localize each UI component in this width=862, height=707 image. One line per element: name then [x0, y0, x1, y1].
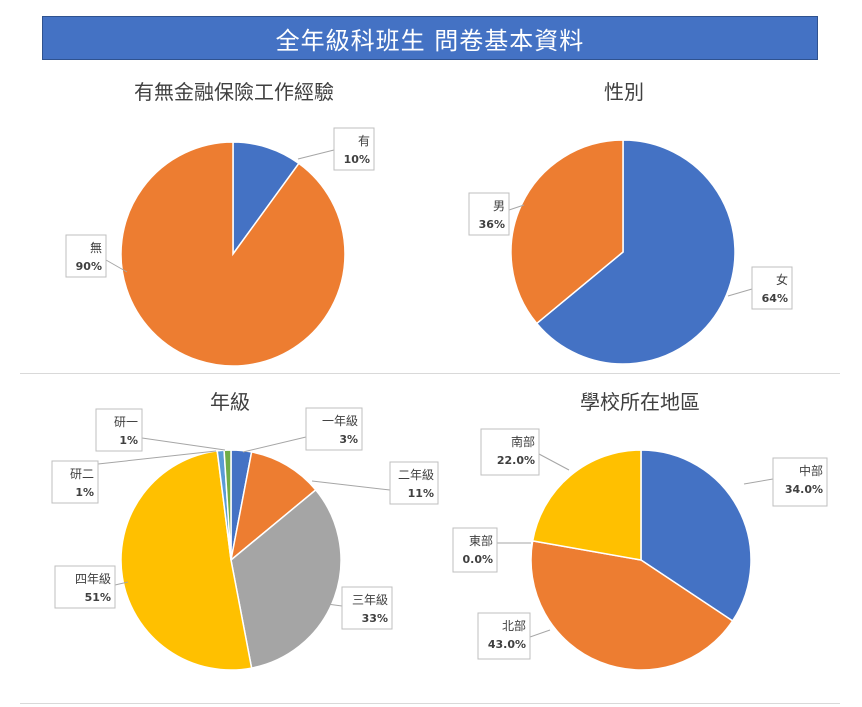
label-box — [341, 586, 393, 630]
label-value: 0.0% — [462, 553, 493, 566]
pie-slice-北部 — [530, 540, 734, 671]
label-value: 33% — [362, 612, 388, 625]
label-category: 四年級 — [75, 572, 111, 586]
chart-title-experience: 有無金融保險工作經驗 — [134, 80, 334, 104]
label-box — [333, 127, 375, 171]
label-category: 三年級 — [352, 593, 388, 607]
chart-title-gender: 性別 — [604, 80, 644, 104]
pie-chart-0 — [120, 141, 346, 367]
data-label-南部: 南部 22.0% — [480, 428, 570, 476]
label-value: 90% — [76, 260, 102, 273]
data-label-研二: 研二 1% — [51, 450, 217, 504]
label-box — [389, 461, 439, 505]
pie-slice-女 — [535, 139, 736, 365]
pie-chart-1 — [510, 139, 736, 365]
chart-title-region: 學校所在地區 — [580, 390, 700, 414]
label-value: 1% — [75, 486, 94, 499]
pie-slice-二年級 — [229, 451, 317, 562]
divider-horizontal — [20, 373, 840, 374]
divider-bottom — [20, 703, 840, 704]
pie-slice-無 — [120, 141, 346, 367]
label-category: 男 — [493, 199, 505, 213]
label-box — [51, 460, 99, 504]
label-box — [477, 612, 531, 660]
label-box — [751, 266, 793, 310]
data-label-男: 男 36% — [468, 192, 525, 236]
label-category: 無 — [90, 240, 102, 255]
leader-line — [743, 478, 774, 485]
label-value: 36% — [479, 218, 505, 231]
label-box — [772, 457, 828, 507]
label-value: 64% — [762, 292, 788, 305]
label-value: 22.0% — [497, 454, 535, 467]
label-box — [65, 234, 107, 278]
pie-slice-男 — [510, 139, 624, 325]
pie-chart-2 — [120, 449, 342, 671]
label-category: 南部 — [511, 434, 535, 449]
label-box — [480, 428, 540, 476]
leader-line — [538, 453, 570, 471]
label-value: 34.0% — [785, 483, 823, 496]
data-label-研一: 研一 1% — [95, 408, 226, 452]
label-category: 女 — [776, 272, 788, 287]
leader-line — [141, 437, 226, 451]
label-box — [468, 192, 510, 236]
leader-line — [326, 603, 343, 607]
label-category: 研二 — [70, 467, 94, 481]
pie-slice-南部 — [531, 449, 642, 561]
data-label-中部: 中部 34.0% — [743, 457, 828, 507]
data-label-東部: 東部 0.0% — [452, 527, 531, 573]
label-value: 43.0% — [488, 638, 526, 651]
leader-line — [242, 436, 307, 453]
pie-slice-三年級 — [230, 488, 342, 669]
label-value: 1% — [119, 434, 138, 447]
label-box — [452, 527, 498, 573]
pie-slice-四年級 — [120, 450, 253, 671]
label-value: 11% — [408, 487, 434, 500]
label-category: 二年級 — [398, 468, 434, 482]
data-label-一年級: 一年級 3% — [242, 407, 363, 453]
data-label-四年級: 四年級 51% — [54, 565, 129, 609]
leader-line — [508, 204, 525, 211]
leader-line — [297, 149, 335, 160]
page-title: 全年級科班生 問卷基本資料 — [275, 26, 585, 55]
label-box — [54, 565, 116, 609]
leader-line — [97, 450, 217, 465]
label-value: 51% — [85, 591, 111, 604]
label-value: 3% — [339, 433, 358, 446]
label-value: 10% — [344, 153, 370, 166]
data-label-有: 有 10% — [297, 127, 375, 171]
page-title-banner: 全年級科班生 問卷基本資料 — [42, 16, 818, 60]
leader-line — [105, 259, 128, 273]
label-category: 北部 — [502, 618, 526, 633]
label-box — [95, 408, 143, 452]
label-category: 一年級 — [322, 414, 358, 428]
leader-line — [114, 581, 129, 586]
pie-chart-3 — [530, 449, 752, 671]
data-label-三年級: 三年級 33% — [326, 586, 393, 630]
data-label-無: 無 90% — [65, 234, 128, 278]
label-category: 東部 — [469, 533, 493, 548]
label-box — [305, 407, 363, 451]
label-category: 研一 — [114, 415, 138, 429]
label-category: 中部 — [799, 463, 823, 478]
data-label-女: 女 64% — [727, 266, 793, 310]
label-category: 有 — [358, 134, 370, 148]
data-label-二年級: 二年級 11% — [311, 461, 439, 505]
leader-line — [529, 629, 551, 638]
leader-line — [311, 480, 391, 491]
chart-title-grade: 年級 — [210, 390, 250, 414]
data-label-北部: 北部 43.0% — [477, 612, 551, 660]
leader-line — [727, 288, 753, 297]
